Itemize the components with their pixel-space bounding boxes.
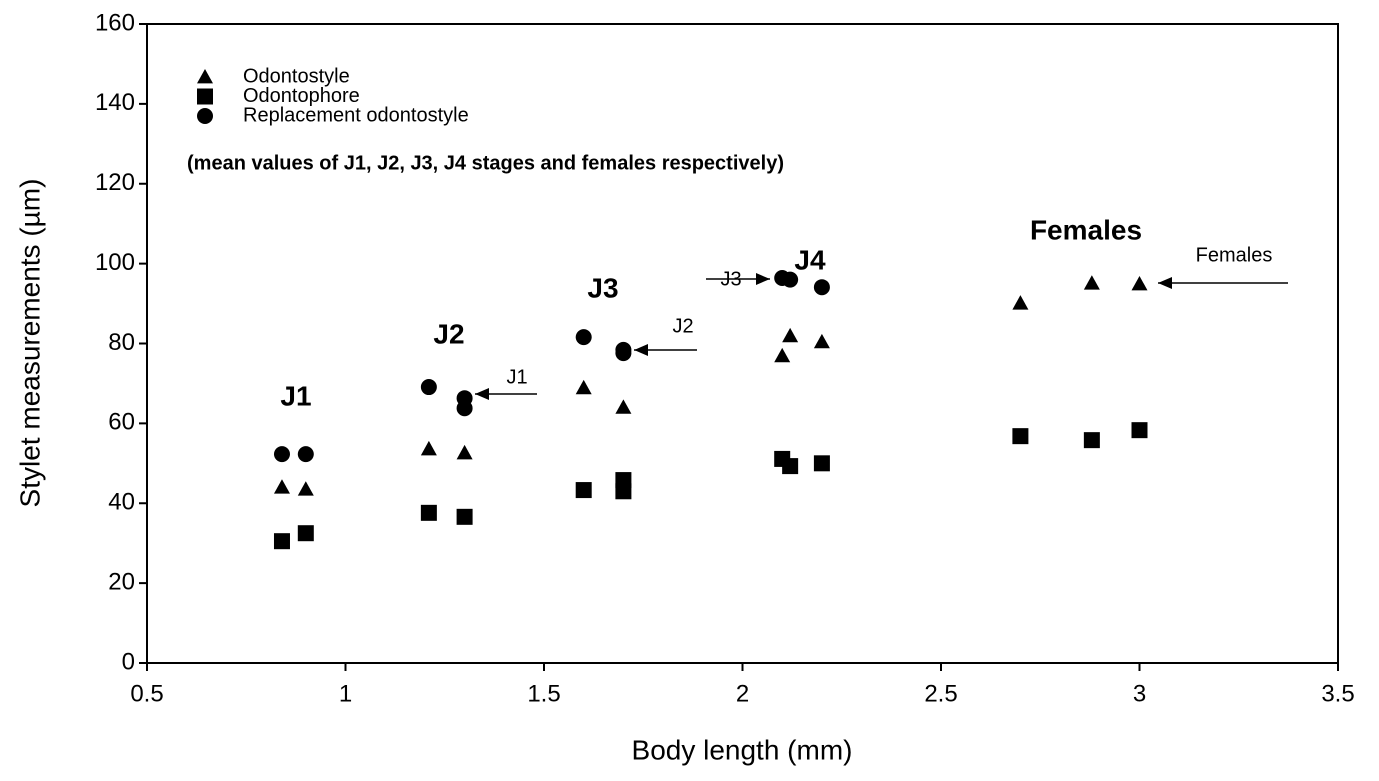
- point: [774, 347, 791, 363]
- x-tick-label: 0.5: [130, 680, 163, 707]
- arrow-head: [475, 388, 489, 400]
- legend-label: Odontostyle: [243, 65, 350, 87]
- point: [782, 458, 799, 475]
- y-tick-label: 20: [108, 568, 135, 595]
- point: [1012, 428, 1029, 445]
- point: [575, 482, 592, 499]
- x-tick-label: 2.5: [924, 680, 957, 707]
- x-tick-label: 1.5: [527, 680, 560, 707]
- point: [575, 329, 592, 346]
- arrow-head: [1158, 277, 1172, 289]
- y-axis-label: Stylet measurements (µm): [14, 179, 45, 508]
- x-axis-label: Body length (mm): [632, 734, 853, 765]
- point: [615, 483, 632, 500]
- x-tick-label: 2: [736, 680, 749, 707]
- point: [297, 481, 314, 496]
- legend-marker: [197, 88, 213, 105]
- point: [782, 327, 799, 343]
- point: [420, 440, 437, 456]
- annotation: J4: [794, 244, 826, 275]
- point: [273, 446, 290, 463]
- point: [273, 533, 290, 550]
- y-tick-label: 140: [95, 89, 135, 116]
- point: [456, 508, 473, 525]
- x-tick-label: 1: [339, 680, 352, 707]
- legend-label: Odontophore: [243, 85, 360, 107]
- x-tick-label: 3: [1133, 680, 1146, 707]
- point: [813, 455, 830, 472]
- y-tick-label: 160: [95, 9, 135, 36]
- point: [782, 271, 799, 288]
- point: [615, 399, 632, 414]
- point: [456, 444, 473, 460]
- point: [615, 345, 632, 362]
- legend-marker: [197, 69, 213, 84]
- point: [1012, 295, 1029, 310]
- point: [456, 400, 473, 417]
- y-tick-label: 60: [108, 409, 135, 436]
- annotation: J2: [433, 318, 464, 349]
- legend-marker: [197, 108, 213, 124]
- y-tick-label: 0: [122, 648, 135, 675]
- arrow-head: [634, 344, 648, 356]
- y-tick-label: 120: [95, 169, 135, 196]
- annotation: J1: [280, 380, 311, 411]
- point: [420, 504, 437, 521]
- y-tick-label: 100: [95, 249, 135, 276]
- point: [813, 333, 830, 349]
- point: [273, 479, 290, 494]
- point: [297, 446, 314, 463]
- point: [1131, 422, 1148, 439]
- note: (mean values of J1, J2, J3, J4 stages an…: [187, 152, 784, 174]
- annotation: J1: [506, 366, 527, 388]
- annotation: Females: [1196, 244, 1273, 266]
- point: [297, 525, 314, 542]
- arrow-head: [756, 273, 770, 285]
- point: [813, 279, 830, 296]
- point: [575, 379, 592, 395]
- y-tick-label: 80: [108, 329, 135, 356]
- legend-label: Replacement odontostyle: [243, 104, 469, 126]
- y-tick-label: 40: [108, 489, 135, 516]
- annotation: J2: [672, 315, 693, 337]
- annotation: Females: [1030, 214, 1142, 245]
- annotation: J3: [587, 272, 618, 303]
- point: [1083, 432, 1100, 449]
- point: [1083, 275, 1100, 290]
- point: [420, 379, 437, 396]
- point: [1131, 275, 1148, 291]
- x-tick-label: 3.5: [1321, 680, 1354, 707]
